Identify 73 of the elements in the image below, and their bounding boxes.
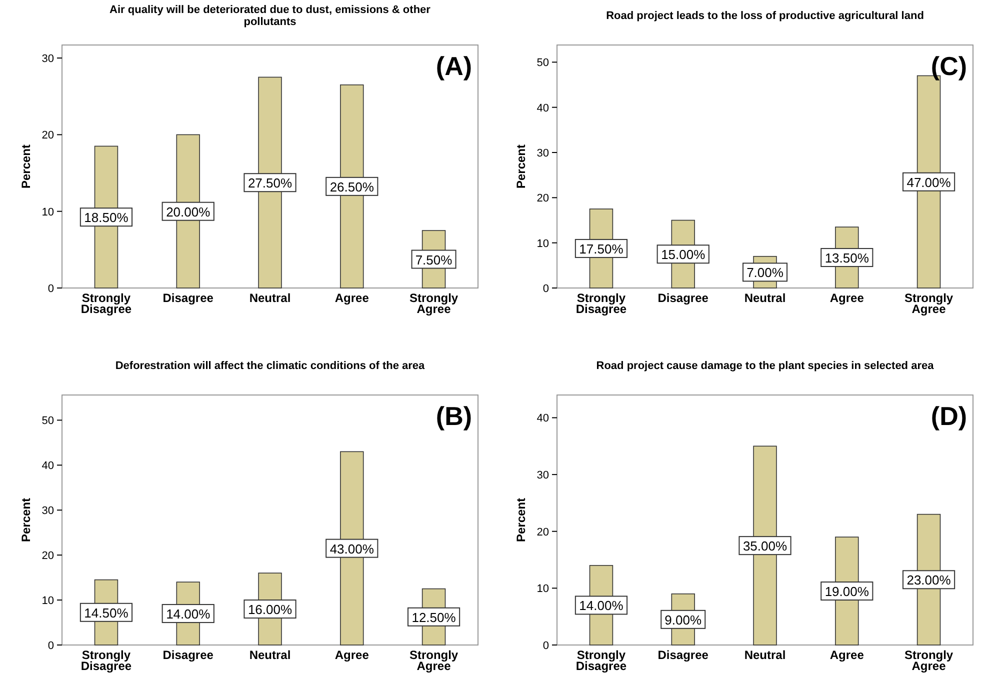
y-tick-label: 30 <box>536 470 549 482</box>
x-tick-label: Disagree <box>162 648 214 662</box>
data-label: 14.00% <box>579 598 624 614</box>
data-label: 12.50% <box>412 610 456 625</box>
data-label: 18.50% <box>84 210 129 226</box>
x-tick-label: Strongly Disagree <box>80 648 132 673</box>
data-label: 23.00% <box>906 572 952 588</box>
data-label: 17.50% <box>579 241 624 256</box>
y-tick-label: 20 <box>42 550 54 562</box>
annotation: (B) <box>436 401 472 431</box>
y-tick-label: 0 <box>48 640 54 652</box>
data-label: 26.50% <box>330 179 374 194</box>
y-tick-label: 50 <box>42 415 54 428</box>
y-axis-title: Percent <box>19 144 33 189</box>
data-label: 20.00% <box>166 204 211 220</box>
x-tick-label: Neutral <box>249 291 291 305</box>
y-tick-label: 20 <box>536 192 549 205</box>
annotation: (C) <box>930 51 967 81</box>
chart-title: Road project cause damage to the plant species in selected area <box>596 360 935 372</box>
y-tick-label: 10 <box>536 583 549 596</box>
x-tick-label: Strongly Agree <box>904 291 954 316</box>
x-tick-label: Agree <box>830 291 864 305</box>
chart-title: Road project leads to the loss of productive agricultural land <box>606 10 924 22</box>
y-tick-label: 20 <box>42 130 54 142</box>
y-tick-label: 20 <box>536 526 549 538</box>
data-label: 27.50% <box>248 176 292 191</box>
x-tick-label: Agree <box>334 291 370 305</box>
data-label: 19.00% <box>824 584 870 600</box>
x-tick-label: Strongly Agree <box>409 648 458 673</box>
data-label: 7.50% <box>415 252 453 268</box>
x-tick-label: Agree <box>334 648 370 662</box>
y-tick-label: 10 <box>536 238 549 250</box>
x-tick-label: Strongly Disagree <box>576 648 627 673</box>
chart-title: Deforestration will affect the climatic conditions of the area <box>115 360 426 372</box>
data-label: 16.00% <box>248 602 292 618</box>
y-tick-label: 50 <box>536 57 549 70</box>
x-tick-label: Strongly Agree <box>409 291 458 316</box>
x-tick-label: Neutral <box>249 648 291 662</box>
data-label: 35.00% <box>742 538 788 554</box>
y-tick-label: 30 <box>42 505 54 518</box>
y-axis-title: Percent <box>19 498 33 542</box>
x-tick-label: Disagree <box>658 291 709 305</box>
x-tick-label: Strongly Disagree <box>80 291 132 316</box>
x-tick-label: Neutral <box>744 291 786 305</box>
x-tick-label: Agree <box>830 648 864 662</box>
y-tick-label: 40 <box>42 460 54 472</box>
y-tick-label: 10 <box>42 206 54 218</box>
data-label: 9.00% <box>664 612 702 628</box>
x-tick-label: Strongly Disagree <box>576 291 627 316</box>
y-tick-label: 40 <box>536 102 549 114</box>
annotation: (D) <box>930 401 967 431</box>
y-tick-label: 30 <box>536 148 549 160</box>
y-tick-label: 0 <box>542 640 549 652</box>
data-label: 13.50% <box>824 250 870 266</box>
x-tick-label: Disagree <box>658 648 709 662</box>
chart-title: Air quality will be deteriorated due to dust, emissions & other pollutants <box>110 4 432 28</box>
x-tick-label: Disagree <box>162 291 214 305</box>
y-tick-label: 0 <box>48 283 54 295</box>
y-tick-label: 40 <box>536 412 549 425</box>
y-axis-title: Percent <box>514 498 528 542</box>
data-label: 14.00% <box>166 606 211 622</box>
data-label: 7.00% <box>746 265 784 280</box>
data-label: 15.00% <box>661 247 706 262</box>
x-tick-label: Strongly Agree <box>904 648 954 673</box>
data-label: 14.50% <box>84 605 129 620</box>
data-label: 47.00% <box>906 174 952 190</box>
data-label: 43.00% <box>330 541 374 556</box>
annotation: (A) <box>436 51 472 81</box>
x-tick-label: Neutral <box>744 648 786 662</box>
y-tick-label: 0 <box>542 283 549 295</box>
y-tick-label: 10 <box>42 595 54 608</box>
y-axis-title: Percent <box>514 144 528 189</box>
y-tick-label: 30 <box>42 53 54 66</box>
